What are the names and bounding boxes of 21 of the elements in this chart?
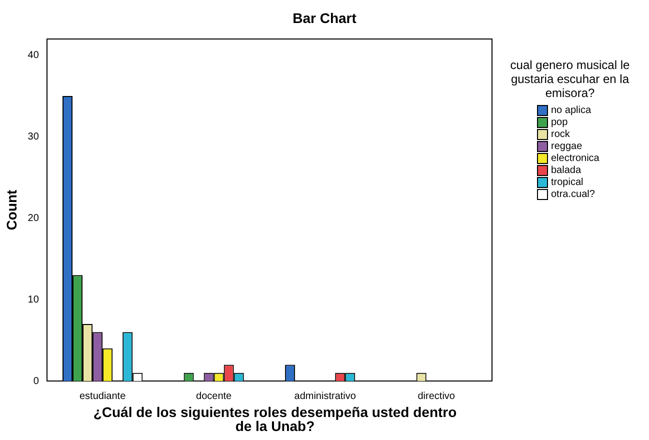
y-tick-label: 30 <box>28 131 40 142</box>
legend-label: electronica <box>551 152 600 164</box>
x-tick-label: docente <box>196 390 232 402</box>
chart-title: Bar Chart <box>292 10 358 26</box>
legend-label: reggae <box>551 140 582 152</box>
legend-label: rock <box>551 128 570 140</box>
y-tick-label: 0 <box>33 376 40 387</box>
legend-title: cual genero musical le gustaria escuhar en la emisora? <box>509 58 631 100</box>
x-tick-label: administrativo <box>294 390 356 402</box>
legend-label: pop <box>551 116 568 128</box>
x-tick-label: directivo <box>418 390 456 402</box>
legend-label: no aplica <box>551 104 592 116</box>
legend-label: balada <box>551 164 582 176</box>
y-tick-label: 20 <box>28 212 40 224</box>
x-tick-label: estudiante <box>79 390 126 402</box>
text: otra.cual? <box>551 188 595 200</box>
x-axis-title: ¿Cuál de los siguientes roles desempeña usted dentro de la Unab? <box>92 404 458 434</box>
y-tick-label: 40 <box>28 50 40 62</box>
y-tick-label: 10 <box>28 294 40 306</box>
y-axis-title: Count <box>3 189 20 230</box>
legend-label: tropical <box>551 176 584 188</box>
